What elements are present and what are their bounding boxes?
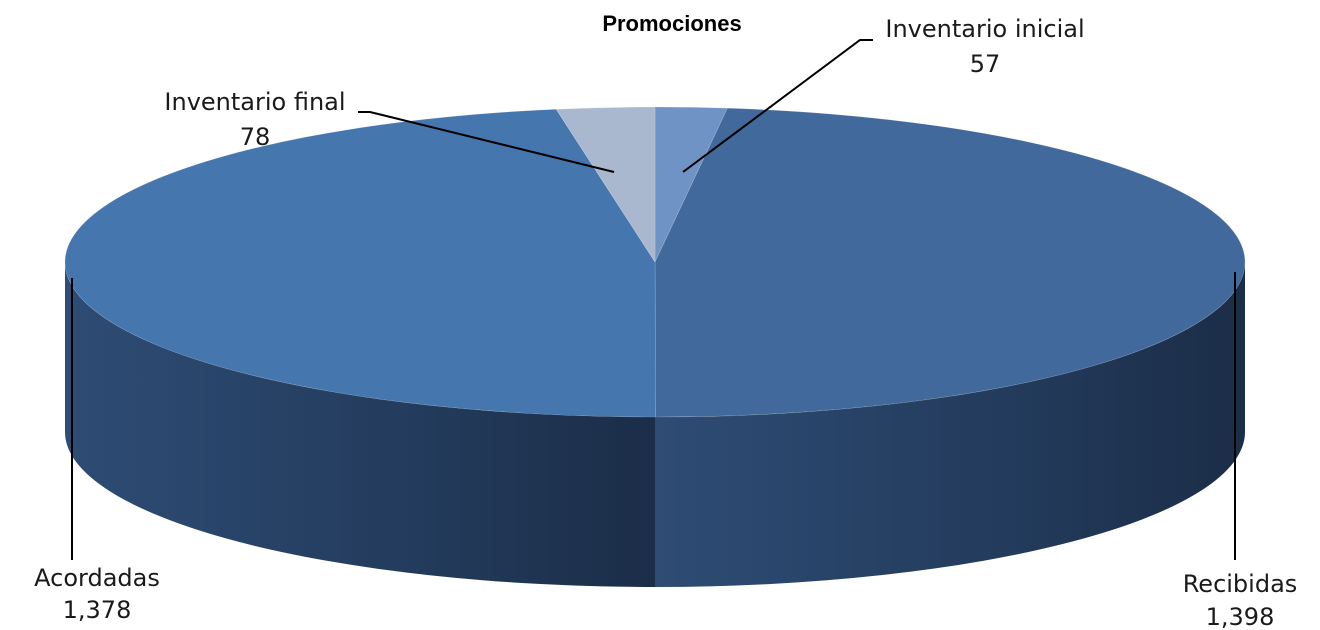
slice-label-inventario-inicial: Inventario inicial — [885, 15, 1084, 43]
slice-label-acordadas: Acordadas — [34, 564, 160, 592]
leader-line-inventario-final — [358, 111, 615, 173]
slice-value-inventario-inicial: 57 — [970, 50, 1001, 78]
leader-lines — [71, 39, 1236, 560]
slice-recibidas — [654, 107, 1246, 418]
slice-acordadas — [64, 108, 656, 418]
data-labels: Inventario inicial 57 Recibidas 1,398 Acorda… — [34, 15, 1297, 630]
pie-slices — [64, 106, 1246, 418]
slice-wall-acordadas — [65, 262, 656, 588]
slice-value-recibidas: 1,398 — [1206, 603, 1275, 630]
slice-label-inventario-final: Inventario final — [164, 88, 345, 116]
slice-label-recibidas: Recibidas — [1183, 570, 1298, 598]
slice-value-inventario-final: 78 — [240, 123, 271, 151]
chart-title: Promociones — [602, 11, 741, 36]
pie-side-walls — [65, 262, 1245, 588]
slice-value-acordadas: 1,378 — [63, 596, 132, 624]
slice-inventario-inicial — [654, 106, 728, 263]
slice-inventario-final — [555, 106, 656, 264]
slice-wall-recibidas — [655, 262, 1245, 587]
leader-line-inventario-inicial — [682, 39, 873, 173]
